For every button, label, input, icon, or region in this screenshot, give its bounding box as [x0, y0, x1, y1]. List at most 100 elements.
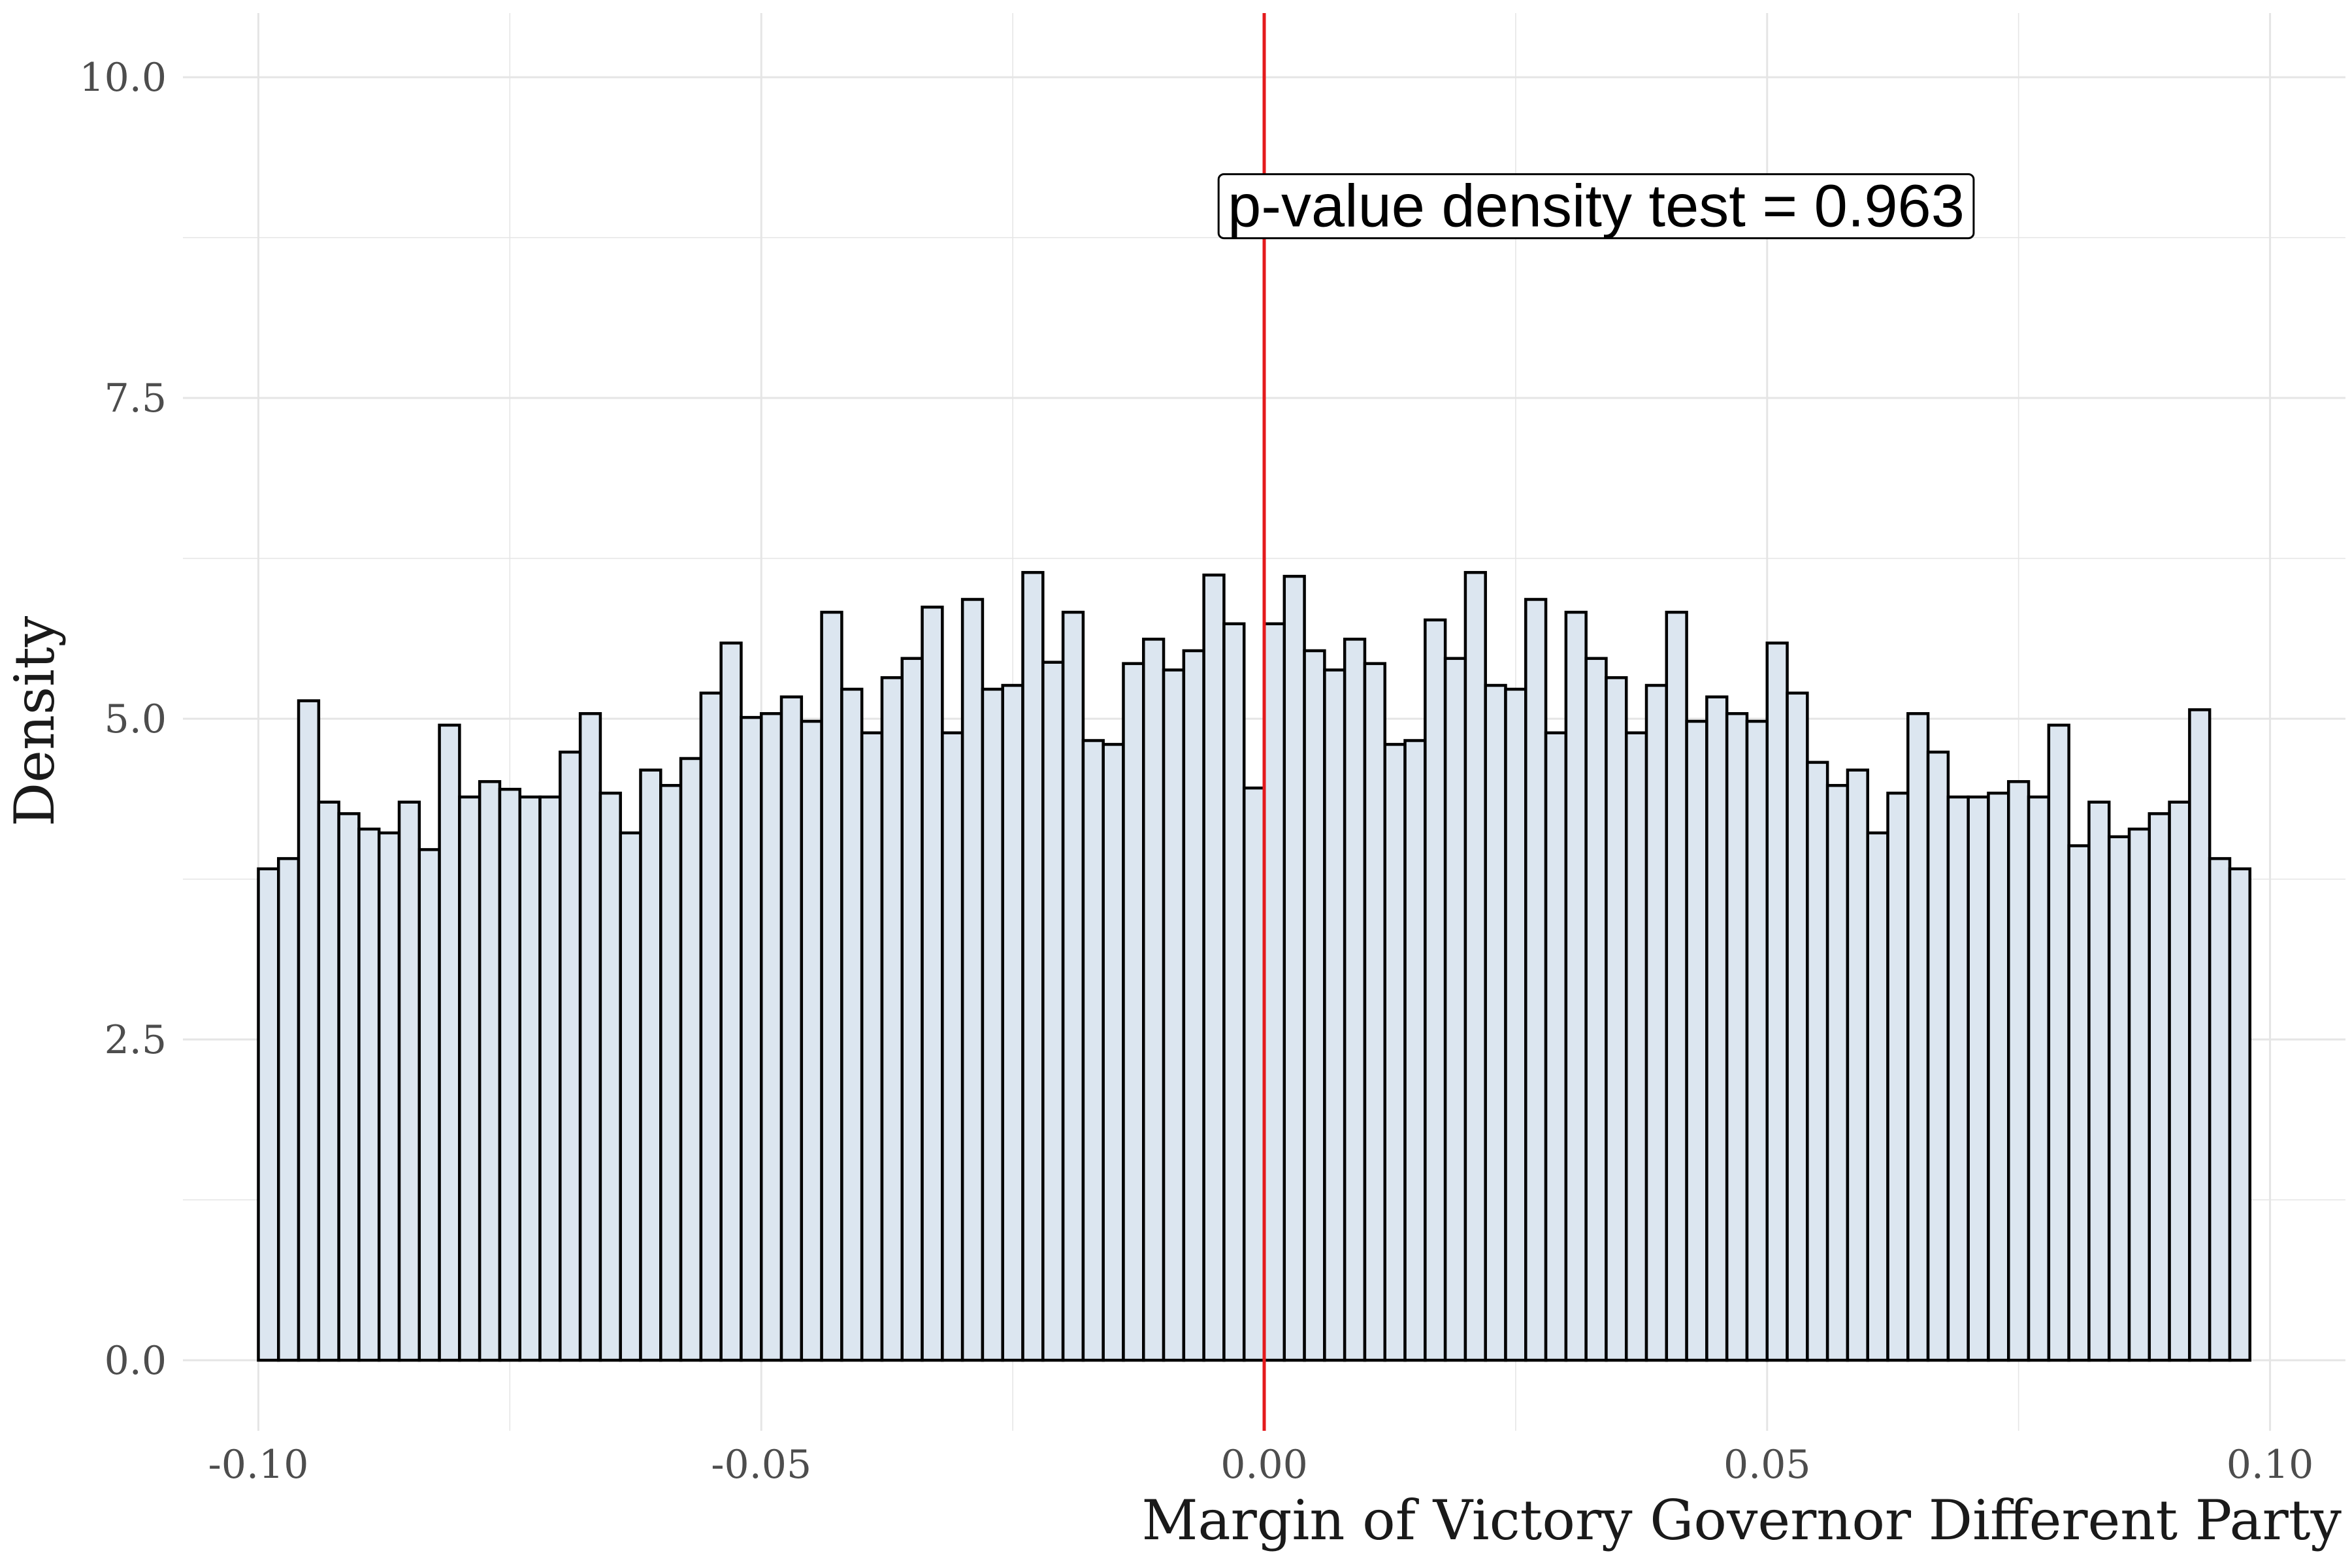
histogram-bar: [317, 800, 340, 1362]
histogram-bar: [1021, 570, 1045, 1362]
histogram-bar: [1745, 719, 1769, 1362]
histogram-bar: [2228, 867, 2251, 1362]
histogram-bar: [1624, 731, 1648, 1362]
x-tick-label: 0.05: [1723, 1442, 1811, 1488]
histogram-bar: [578, 711, 602, 1362]
histogram-bar: [1725, 711, 1749, 1362]
annotation-box: [1217, 173, 1975, 240]
histogram-bar: [2188, 708, 2212, 1362]
histogram-bar: [2087, 800, 2111, 1362]
histogram-bar: [1242, 786, 1266, 1362]
histogram-bar: [337, 812, 361, 1362]
y-tick-label: 5.0: [105, 696, 167, 742]
y-axis-title: Density: [3, 615, 67, 826]
histogram-bar: [1665, 610, 1688, 1362]
histogram-bar: [860, 731, 884, 1362]
histogram-bar: [1484, 683, 1507, 1362]
histogram-bar: [1987, 791, 2010, 1362]
histogram-bar: [417, 848, 441, 1362]
annotation: p-value density test = 0.963: [1217, 173, 1975, 240]
histogram-bar: [1786, 691, 1809, 1362]
histogram-bar: [1222, 622, 1246, 1362]
histogram-bar: [880, 676, 904, 1362]
histogram-bar: [639, 768, 662, 1362]
histogram-bar: [740, 715, 763, 1362]
y-tick-label: 2.5: [105, 1017, 167, 1063]
histogram-bar: [438, 723, 461, 1362]
x-tick-label: -0.10: [208, 1442, 309, 1488]
histogram-bar: [679, 757, 703, 1362]
histogram-bar: [1685, 719, 1708, 1362]
histogram-bar: [1061, 610, 1085, 1362]
histogram-bar: [820, 610, 843, 1362]
histogram-bar: [941, 731, 964, 1362]
histogram-bar: [1524, 598, 1548, 1362]
histogram-bar: [1102, 743, 1125, 1362]
histogram-bar: [538, 795, 562, 1362]
tick-labels: -0.10 -0.05 0.00 0.05 0.10 0.0 2.5 5.0 7.5 10.0: [79, 55, 2313, 1488]
x-tick-label: 0.10: [2227, 1442, 2314, 1488]
y-tick-label: 7.5: [105, 376, 167, 421]
x-axis-title: Margin of Victory Governor Different Par…: [1141, 1488, 2342, 1552]
histogram-bar: [1705, 695, 1729, 1362]
histogram-bar: [277, 857, 301, 1362]
histogram-bar: [921, 605, 944, 1362]
histogram-bar: [2208, 857, 2232, 1362]
histogram-bar: [1564, 610, 1588, 1362]
histogram-bar: [2027, 795, 2051, 1362]
histogram-bar: [1162, 668, 1186, 1362]
histogram-bar: [1424, 618, 1447, 1362]
y-tick-label: 0.0: [105, 1338, 167, 1384]
histogram-bar: [598, 791, 622, 1362]
histogram-bar: [1806, 760, 1829, 1362]
histogram-bar: [840, 687, 864, 1362]
histogram-bar: [1122, 662, 1145, 1362]
histogram-bar: [1544, 731, 1568, 1362]
histogram-bar: [559, 750, 582, 1362]
histogram-bar: [1866, 831, 1889, 1362]
histogram-bar: [1403, 739, 1427, 1362]
histogram-bar: [1644, 683, 1669, 1362]
histogram-bar: [1906, 711, 1930, 1362]
histogram-bar: [397, 800, 421, 1362]
histogram-bar: [498, 787, 521, 1362]
x-tick-label: -0.05: [711, 1442, 811, 1488]
histogram-bar: [2127, 827, 2151, 1362]
histogram-bar: [1142, 638, 1166, 1362]
histogram-bar: [1765, 641, 1789, 1362]
histogram-bar: [1383, 743, 1407, 1362]
histogram-bar: [619, 831, 642, 1362]
histogram-bar: [1584, 657, 1608, 1362]
histogram-bar: [719, 641, 743, 1362]
annotation-text: p-value density test = 0.963: [1228, 173, 1965, 240]
histogram-bar: [1001, 683, 1024, 1362]
histogram-bar: [1303, 649, 1326, 1362]
histogram-bar: [1343, 638, 1367, 1362]
histogram-bar: [1846, 768, 1869, 1362]
histogram-bar: [1605, 676, 1628, 1362]
histogram-bar: [1363, 662, 1386, 1362]
x-tick-label: 0.00: [1220, 1442, 1308, 1488]
histogram-bar: [1926, 750, 1950, 1362]
histogram-bar: [1504, 687, 1527, 1362]
histogram-bar: [1323, 668, 1347, 1362]
histogram-bars: [257, 570, 2251, 1362]
histogram-bar: [659, 783, 683, 1362]
histogram-bar: [297, 699, 321, 1362]
histogram-bar: [377, 831, 401, 1362]
histogram-bar: [2047, 723, 2070, 1362]
histogram-bar: [1967, 795, 1990, 1362]
histogram-bar: [960, 598, 985, 1362]
histogram-bar: [699, 691, 723, 1362]
y-tick-label: 10.0: [79, 55, 167, 101]
histogram-bar: [1262, 622, 1286, 1362]
histogram-bar: [1081, 739, 1105, 1362]
histogram-bar: [2067, 844, 2091, 1362]
histogram-bar: [1825, 783, 1850, 1362]
histogram-bar: [981, 687, 1004, 1362]
histogram-bar: [1202, 573, 1226, 1362]
histogram-bar: [1946, 795, 1970, 1362]
histogram-bar: [779, 695, 804, 1362]
